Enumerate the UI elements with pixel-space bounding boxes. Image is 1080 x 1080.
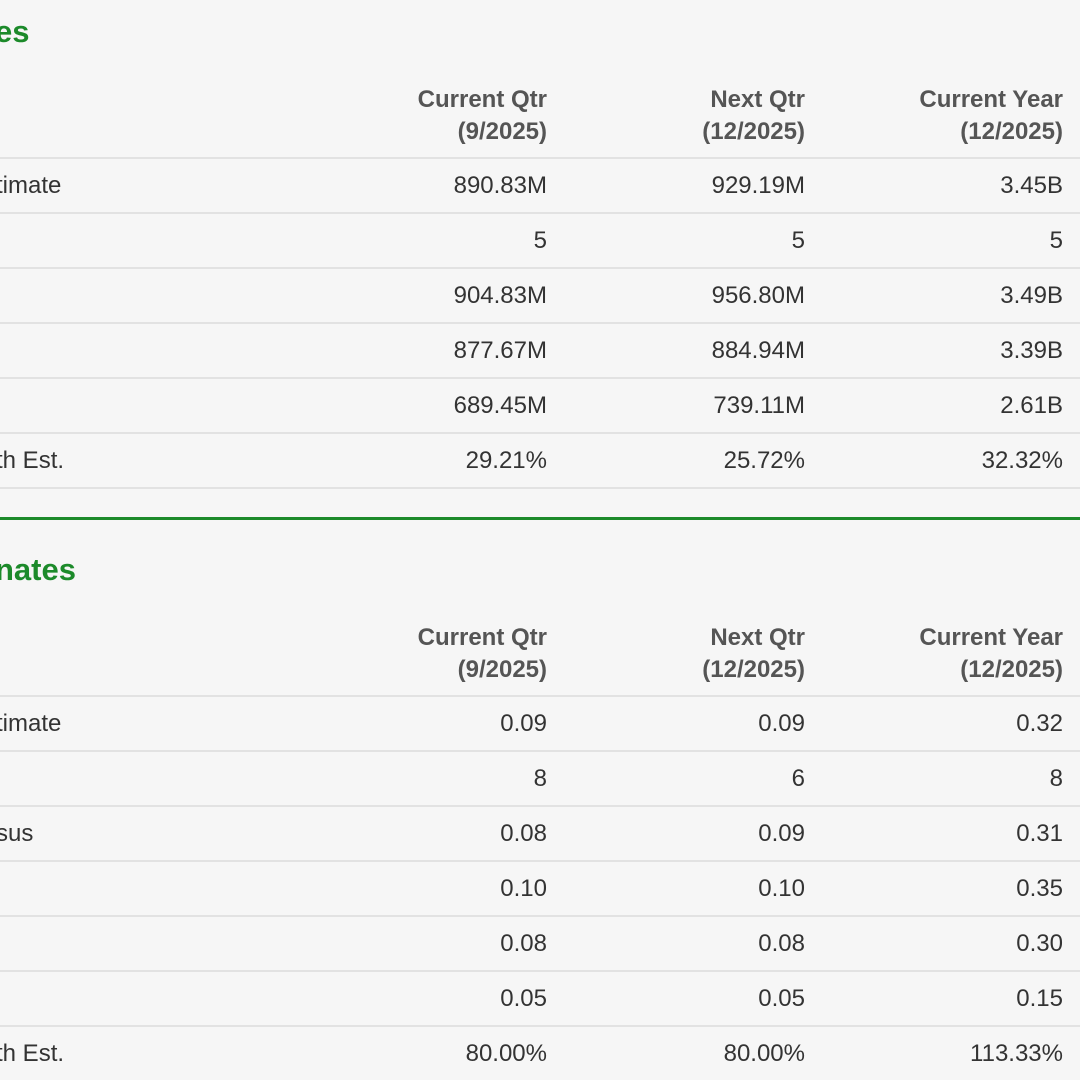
- column-header-period: (12/2025): [702, 656, 805, 683]
- column-header-current-year: Current Year (12/2025): [820, 84, 1063, 148]
- cell-current-year: 8: [1049, 765, 1063, 792]
- cell-current-qtr: 8: [533, 765, 547, 792]
- cell-current-qtr: 689.45M: [453, 392, 547, 419]
- cell-next-qtr: 956.80M: [711, 282, 805, 309]
- cell-current-year: 3.49B: [1000, 282, 1063, 309]
- table-row: timate 890.83M 929.19M 3.45B: [0, 159, 1080, 214]
- column-header-next-qtr: Next Qtr (12/2025): [560, 622, 805, 686]
- cell-current-year: 2.61B: [1000, 392, 1063, 419]
- column-header-line: Next Qtr: [710, 86, 805, 113]
- column-header-period: (9/2025): [457, 656, 547, 683]
- cell-current-year: 3.45B: [1000, 172, 1063, 199]
- table-row: 0.10 0.10 0.35: [0, 862, 1080, 917]
- row-label: timate: [0, 710, 62, 737]
- cell-current-year: 0.30: [1016, 930, 1063, 957]
- row-label: th Est.: [0, 1040, 65, 1067]
- cell-current-qtr: 0.05: [500, 985, 547, 1012]
- cell-next-qtr: 5: [791, 227, 805, 254]
- header-divider: [0, 157, 1080, 159]
- section-divider: [0, 517, 1080, 520]
- cell-current-qtr: 0.08: [500, 930, 547, 957]
- cell-current-year: 32.32%: [981, 447, 1063, 474]
- column-header-current-year: Current Year (12/2025): [820, 622, 1063, 686]
- cell-next-qtr: 0.05: [758, 985, 805, 1012]
- column-header-next-qtr: Next Qtr (12/2025): [560, 84, 805, 148]
- row-label: sus: [0, 820, 34, 847]
- cell-current-qtr: 0.08: [500, 820, 547, 847]
- column-header-line: Current Year: [919, 86, 1063, 113]
- cell-current-qtr: 877.67M: [453, 337, 547, 364]
- column-header-current-qtr: Current Qtr (9/2025): [300, 622, 547, 686]
- column-header-line: Current Year: [919, 624, 1063, 651]
- table-row: 904.83M 956.80M 3.49B: [0, 269, 1080, 324]
- cell-current-year: 0.15: [1016, 985, 1063, 1012]
- cell-current-year: 5: [1049, 227, 1063, 254]
- cell-current-qtr: 29.21%: [465, 447, 547, 474]
- cell-current-year: 0.31: [1016, 820, 1063, 847]
- cell-current-qtr: 904.83M: [453, 282, 547, 309]
- column-header-line: Current Qtr: [417, 624, 547, 651]
- cell-current-year: 0.32: [1016, 710, 1063, 737]
- column-header-line: Next Qtr: [710, 624, 805, 651]
- cell-current-qtr: 0.09: [500, 710, 547, 737]
- column-header-period: (9/2025): [457, 118, 547, 145]
- cell-current-year: 113.33%: [970, 1040, 1063, 1067]
- table-row: th Est. 80.00% 80.00% 113.33%: [0, 1027, 1080, 1080]
- row-label: th Est.: [0, 447, 65, 474]
- cell-next-qtr: 0.08: [758, 930, 805, 957]
- cell-next-qtr: 25.72%: [723, 447, 805, 474]
- cell-current-qtr: 890.83M: [453, 172, 547, 199]
- cell-current-qtr: 80.00%: [465, 1040, 547, 1067]
- cell-current-year: 3.39B: [1000, 337, 1063, 364]
- table-row: 689.45M 739.11M 2.61B: [0, 379, 1080, 434]
- row-label: timate: [0, 172, 62, 199]
- sales-table-body: timate 890.83M 929.19M 3.45B 5 5 5 904.8…: [0, 159, 1080, 489]
- table-row: 0.05 0.05 0.15: [0, 972, 1080, 1027]
- table-row: 877.67M 884.94M 3.39B: [0, 324, 1080, 379]
- eps-table-body: timate 0.09 0.09 0.32 8 6 8 sus 0.08 0.0…: [0, 697, 1080, 1080]
- cell-current-year: 0.35: [1016, 875, 1063, 902]
- table-row: timate 0.09 0.09 0.32: [0, 697, 1080, 752]
- cell-next-qtr: 929.19M: [711, 172, 805, 199]
- table-row: sus 0.08 0.09 0.31: [0, 807, 1080, 862]
- cell-next-qtr: 0.09: [758, 820, 805, 847]
- column-header-period: (12/2025): [960, 118, 1063, 145]
- cell-next-qtr: 80.00%: [723, 1040, 805, 1067]
- cell-next-qtr: 0.10: [758, 875, 805, 902]
- column-header-current-qtr: Current Qtr (9/2025): [300, 84, 547, 148]
- cell-next-qtr: 6: [791, 765, 805, 792]
- table-row: 5 5 5: [0, 214, 1080, 269]
- table-row: 0.08 0.08 0.30: [0, 917, 1080, 972]
- column-header-period: (12/2025): [960, 656, 1063, 683]
- section-title: es: [0, 14, 30, 49]
- cell-next-qtr: 739.11M: [713, 392, 805, 419]
- section-title: nates: [0, 552, 76, 587]
- cell-next-qtr: 0.09: [758, 710, 805, 737]
- cell-current-qtr: 0.10: [500, 875, 547, 902]
- cell-next-qtr: 884.94M: [711, 337, 805, 364]
- column-header-period: (12/2025): [702, 118, 805, 145]
- column-header-line: Current Qtr: [417, 86, 547, 113]
- cell-current-qtr: 5: [533, 227, 547, 254]
- header-divider: [0, 695, 1080, 697]
- table-row: th Est. 29.21% 25.72% 32.32%: [0, 434, 1080, 489]
- table-row: 8 6 8: [0, 752, 1080, 807]
